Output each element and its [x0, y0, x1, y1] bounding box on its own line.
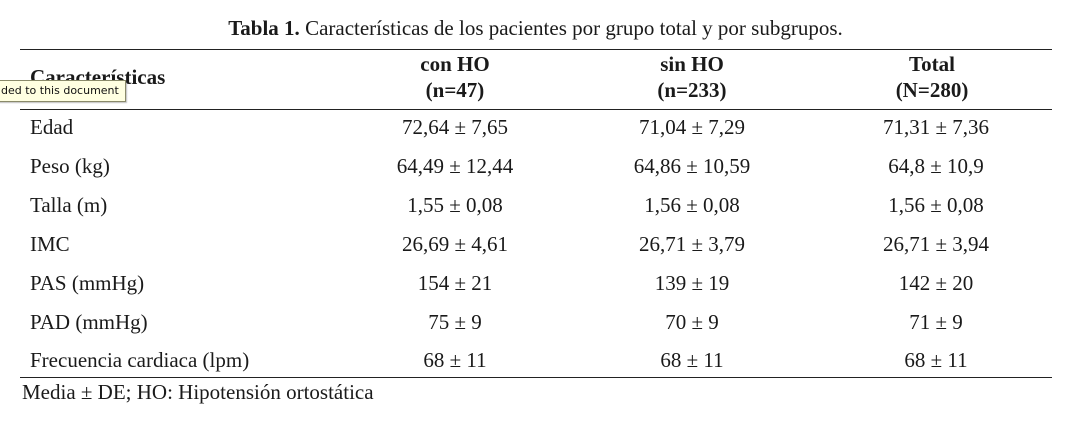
column-header-total: Total (N=280)	[822, 51, 1042, 103]
cell-sin-ho: 68 ± 11	[660, 348, 724, 372]
cell-con-ho: 72,64 ± 7,65	[401, 115, 509, 139]
column-header-title: con HO	[420, 52, 490, 76]
table-caption: Tabla 1. Características de los paciente…	[0, 14, 1071, 42]
cell-total: 71,31 ± 7,36	[882, 115, 990, 139]
column-header-sin-ho: sin HO (n=233)	[582, 51, 802, 103]
table-footnote: Media ± DE; HO: Hipotensión ortostática	[22, 380, 374, 404]
row-label: IMC	[30, 232, 70, 256]
cell-con-ho: 64,49 ± 12,44	[396, 154, 514, 178]
column-header-count: (N=280)	[895, 78, 969, 102]
header-rule	[20, 109, 1052, 110]
cell-total: 142 ± 20	[898, 271, 974, 295]
cell-con-ho: 75 ± 9	[428, 310, 482, 334]
cell-total: 64,8 ± 10,9	[888, 154, 984, 178]
cell-total: 1,56 ± 0,08	[888, 193, 984, 217]
caption-text: Características de los pacientes por gru…	[299, 16, 843, 40]
row-label: Edad	[30, 115, 74, 139]
row-label: Frecuencia cardiaca (lpm)	[30, 348, 250, 372]
caption-table-number: Tabla 1.	[228, 16, 300, 40]
row-label: PAD (mmHg)	[30, 310, 148, 334]
column-header-title: sin HO	[660, 52, 724, 76]
row-label: PAS (mmHg)	[30, 271, 145, 295]
column-header-count: (n=47)	[425, 78, 485, 102]
cell-sin-ho: 139 ± 19	[654, 271, 730, 295]
table-row: Edad 72,64 ± 7,65 71,04 ± 7,29 71,31 ± 7…	[0, 108, 1071, 146]
table-row: Talla (m) 1,55 ± 0,08 1,56 ± 0,08 1,56 ±…	[0, 186, 1071, 224]
bottom-rule	[20, 377, 1052, 378]
cell-total: 68 ± 11	[904, 348, 968, 372]
table-row: PAD (mmHg) 75 ± 9 70 ± 9 71 ± 9	[0, 303, 1071, 341]
column-header-con-ho: con HO (n=47)	[345, 51, 565, 103]
row-label: Talla (m)	[30, 193, 108, 217]
embedded-tooltip: ded to this document	[0, 80, 126, 102]
column-header-count: (n=233)	[657, 78, 727, 102]
row-label: Peso (kg)	[30, 154, 110, 178]
cell-con-ho: 26,69 ± 4,61	[401, 232, 509, 256]
table-row: Frecuencia cardiaca (lpm) 68 ± 11 68 ± 1…	[0, 341, 1071, 379]
table-row: PAS (mmHg) 154 ± 21 139 ± 19 142 ± 20	[0, 264, 1071, 302]
column-header-title: Total	[909, 52, 955, 76]
cell-con-ho: 68 ± 11	[423, 348, 487, 372]
cell-sin-ho: 71,04 ± 7,29	[638, 115, 746, 139]
cell-sin-ho: 26,71 ± 3,79	[638, 232, 746, 256]
cell-sin-ho: 1,56 ± 0,08	[644, 193, 740, 217]
table-row: IMC 26,69 ± 4,61 26,71 ± 3,79 26,71 ± 3,…	[0, 225, 1071, 263]
cell-sin-ho: 64,86 ± 10,59	[633, 154, 751, 178]
cell-total: 71 ± 9	[909, 310, 963, 334]
cell-sin-ho: 70 ± 9	[665, 310, 719, 334]
top-rule	[20, 49, 1052, 50]
table-row: Peso (kg) 64,49 ± 12,44 64,86 ± 10,59 64…	[0, 147, 1071, 185]
cell-con-ho: 154 ± 21	[417, 271, 493, 295]
cell-total: 26,71 ± 3,94	[882, 232, 990, 256]
cell-con-ho: 1,55 ± 0,08	[407, 193, 503, 217]
